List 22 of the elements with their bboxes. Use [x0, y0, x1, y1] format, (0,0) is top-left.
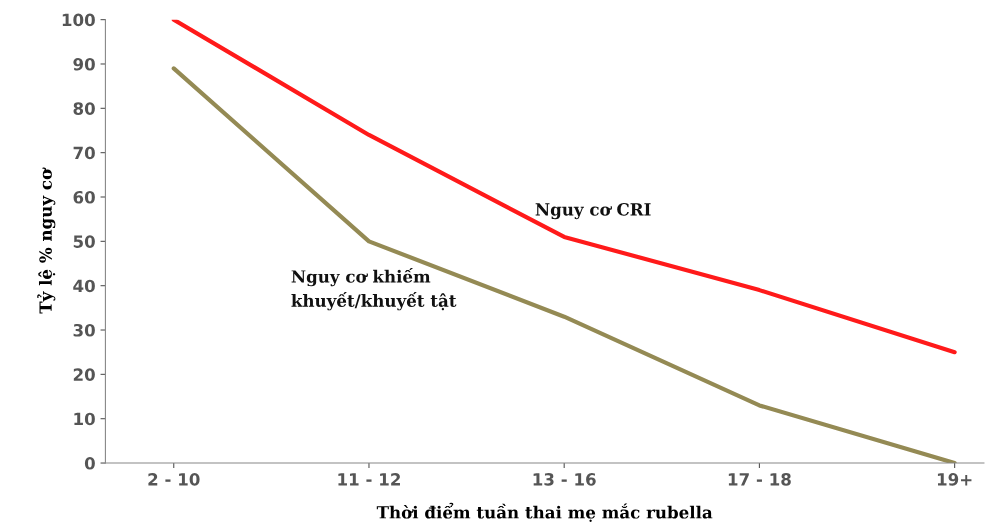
y-tick-label: 40: [73, 279, 95, 293]
x-tick-label: 17 - 18: [728, 473, 791, 486]
y-tick-label: 20: [73, 368, 95, 381]
y-tick-label: 30: [73, 323, 95, 337]
x-tick-label: 19+: [937, 473, 972, 486]
line-series: [171, 66, 957, 464]
y-tick-label: 50: [73, 235, 95, 248]
y-tick-label: 90: [73, 57, 95, 71]
y-tick-label: 70: [73, 146, 95, 160]
y-tick-label: 60: [73, 190, 95, 204]
x-axis-title: Thời điểm tuần thai mẹ mắc rubella: [376, 502, 713, 522]
line-series: [171, 19, 957, 355]
series-label: Nguy cơ CRI: [535, 203, 651, 220]
x-tick-label: 11 - 12: [338, 473, 400, 486]
y-axis-title: Tỷ lệ % nguy cơ: [37, 167, 56, 314]
x-tick-label: 2 - 10: [148, 473, 200, 486]
x-tick-label: 13 - 16: [533, 473, 596, 486]
y-tick-label: 80: [73, 102, 95, 115]
y-tick-label: 10: [74, 412, 95, 426]
series-label: Nguy cơ khiếm khuyết/khuyết tật: [291, 267, 457, 311]
y-tick-label: 0: [84, 456, 95, 470]
y-tick-label: 100: [62, 13, 95, 27]
